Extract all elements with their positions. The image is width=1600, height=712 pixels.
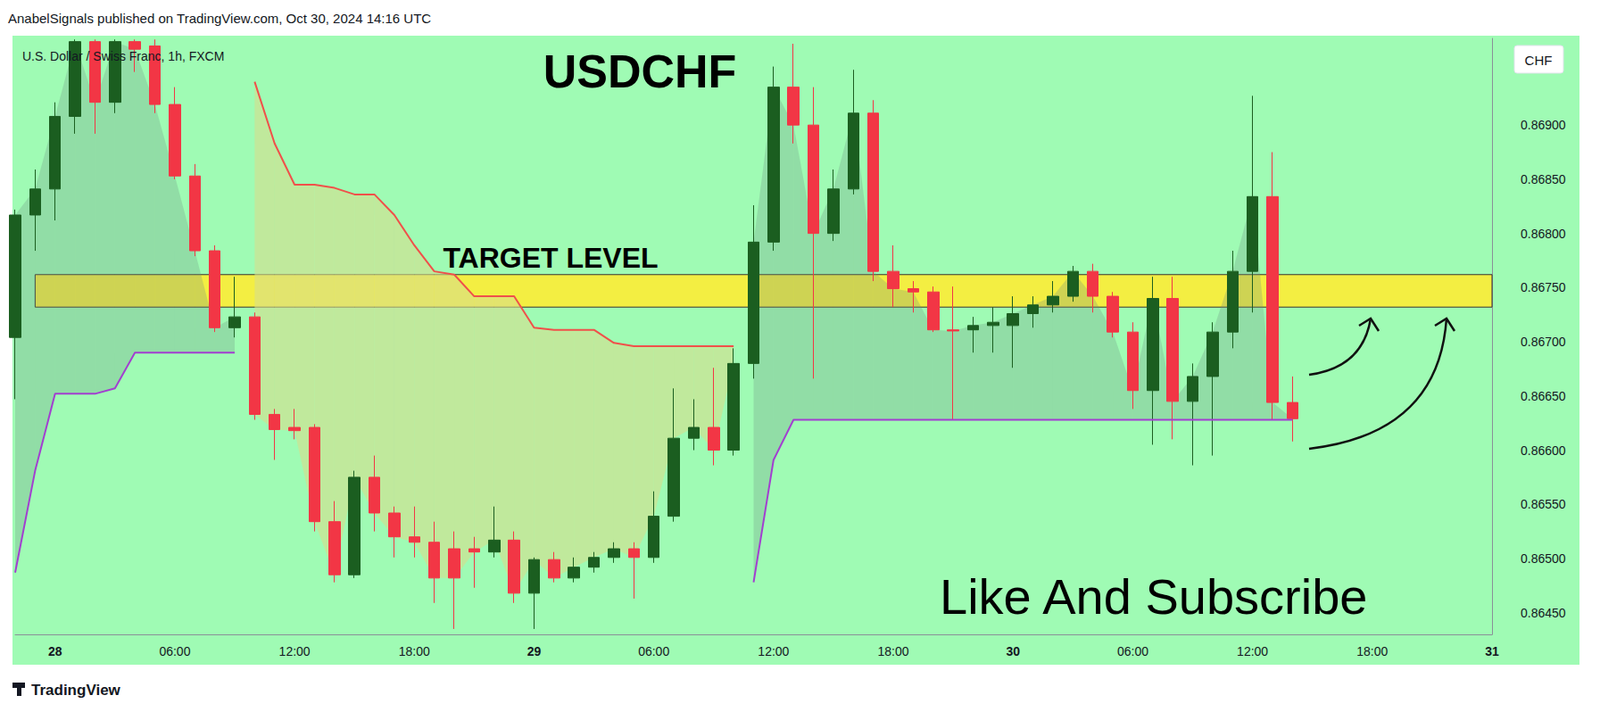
svg-text:0.86900: 0.86900: [1520, 117, 1567, 133]
svg-text:0.86650: 0.86650: [1520, 389, 1567, 404]
svg-text:TradingView: TradingView: [31, 681, 122, 699]
svg-text:0.86700: 0.86700: [1520, 334, 1567, 349]
svg-text:0.86550: 0.86550: [1520, 497, 1567, 512]
svg-text:USDCHF: USDCHF: [543, 45, 738, 98]
svg-text:31: 31: [1484, 644, 1500, 659]
svg-text:U.S. Dollar / Swiss Franc, 1h,: U.S. Dollar / Swiss Franc, 1h, FXCM: [22, 49, 224, 64]
svg-text:0.86750: 0.86750: [1520, 280, 1567, 295]
svg-text:06:00: 06:00: [638, 644, 670, 659]
svg-text:AnabelSignals published on Tra: AnabelSignals published on TradingView.c…: [8, 10, 432, 26]
svg-text:Like And Subscribe: Like And Subscribe: [939, 568, 1368, 625]
svg-text:18:00: 18:00: [1356, 644, 1388, 659]
svg-text:06:00: 06:00: [1117, 644, 1149, 659]
svg-text:18:00: 18:00: [398, 644, 431, 659]
svg-text:12:00: 12:00: [279, 644, 311, 659]
svg-text:TARGET LEVEL: TARGET LEVEL: [442, 241, 658, 274]
svg-text:06:00: 06:00: [158, 644, 191, 659]
svg-text:18:00: 18:00: [878, 644, 910, 659]
svg-text:0.86800: 0.86800: [1520, 226, 1567, 241]
svg-text:29: 29: [527, 644, 542, 659]
svg-text:12:00: 12:00: [1236, 644, 1269, 659]
svg-text:0.86600: 0.86600: [1520, 443, 1567, 458]
svg-text:30: 30: [1005, 644, 1020, 659]
svg-text:28: 28: [48, 644, 63, 659]
svg-text:0.86850: 0.86850: [1520, 172, 1567, 187]
svg-text:0.86500: 0.86500: [1520, 551, 1567, 566]
svg-text:0.86450: 0.86450: [1520, 605, 1567, 621]
svg-text:CHF: CHF: [1525, 52, 1553, 68]
svg-text:12:00: 12:00: [757, 644, 789, 659]
